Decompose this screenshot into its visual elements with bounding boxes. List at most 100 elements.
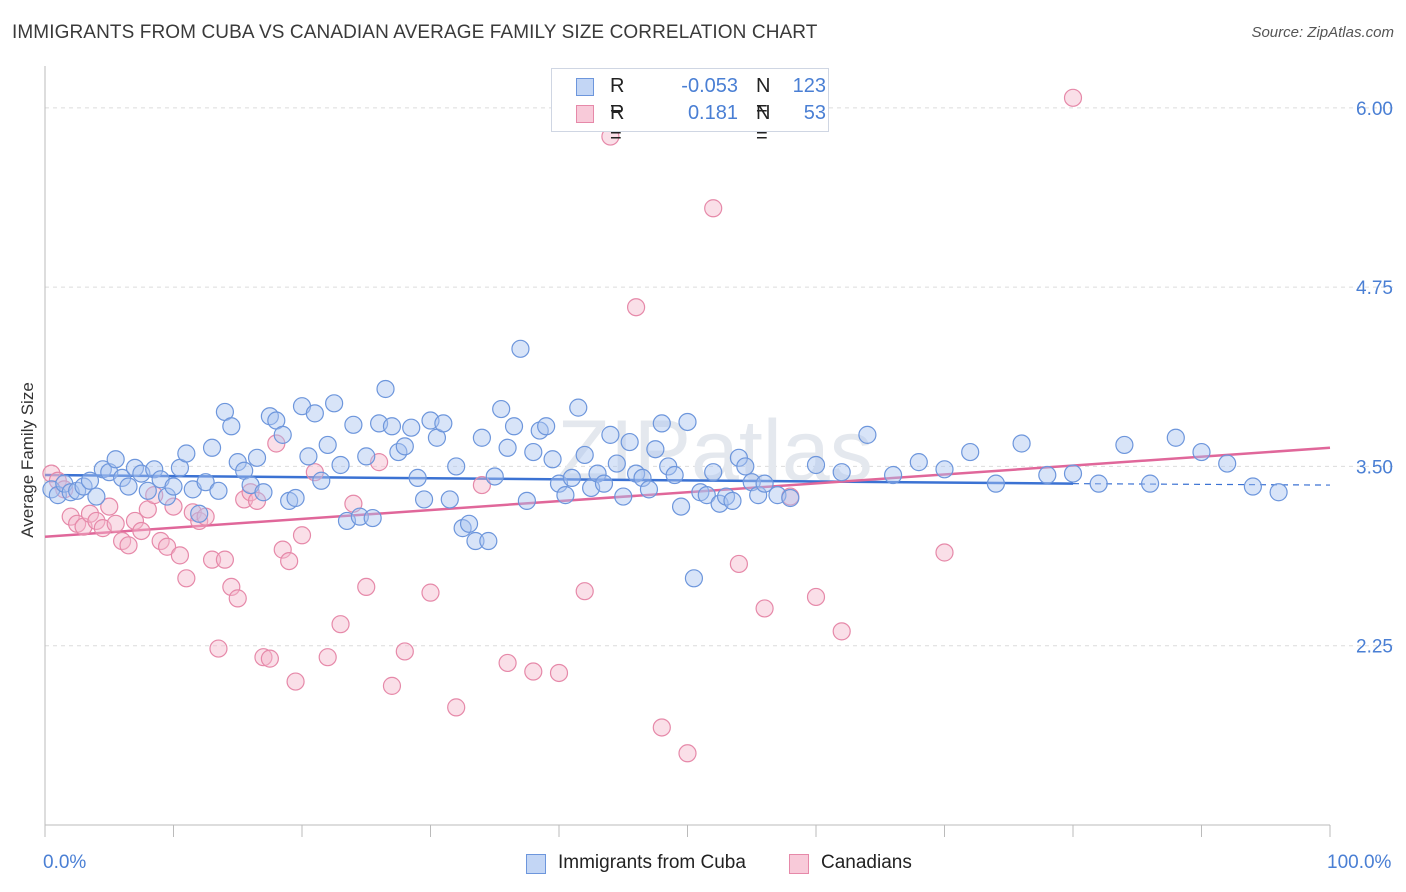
cuba-point <box>620 432 639 452</box>
correlation-legend: R = -0.053 N = 123 R = 0.181 N = 53 <box>551 68 829 147</box>
cuba-point <box>858 425 877 444</box>
cuba-point <box>138 481 157 500</box>
cuba-point <box>671 497 691 516</box>
canadian-point <box>164 497 183 516</box>
legend-r-value: 0.181 <box>687 102 738 124</box>
canadian-point <box>1063 88 1083 107</box>
canadian-point <box>209 639 228 658</box>
cuba-point <box>665 465 684 485</box>
cuba-point <box>331 455 350 475</box>
cuba-point <box>395 437 414 456</box>
cuba-point <box>414 490 434 509</box>
x-min-label: 0.0% <box>43 852 87 873</box>
cuba-point <box>440 490 459 509</box>
cuba-point <box>755 474 774 493</box>
canadian-point <box>729 554 749 574</box>
cuba-point <box>286 488 305 508</box>
canadian-trend-line <box>44 446 1331 538</box>
cuba-point <box>1269 483 1288 502</box>
cuba-point <box>537 417 556 436</box>
chart-title: IMMIGRANTS FROM CUBA VS CANADIAN AVERAGE… <box>12 22 818 43</box>
canadian-point <box>202 550 222 569</box>
cuba-point <box>1218 454 1237 473</box>
canadian-point <box>292 526 312 545</box>
canadian-point <box>549 663 569 683</box>
legend-swatch-blue <box>576 78 594 96</box>
canadian-point <box>119 536 138 555</box>
canadian-point <box>832 622 851 641</box>
cuba-point <box>961 442 980 462</box>
canadian-point <box>331 615 350 634</box>
y-tick-label: 3.50 <box>1356 457 1393 478</box>
canadian-point <box>626 298 646 317</box>
canadian-point <box>382 676 402 695</box>
legend-n-label: N = <box>756 75 771 120</box>
cuba-point <box>357 447 376 466</box>
cuba-point <box>562 468 581 488</box>
cuba-point <box>106 450 125 469</box>
y-tick-labels: 2.25 3.50 4.75 6.00 <box>1356 99 1393 658</box>
data-points <box>42 88 1288 763</box>
canadian-point <box>498 653 517 673</box>
cuba-point <box>594 474 614 493</box>
cuba-point <box>434 414 453 433</box>
legend-r-label: R = <box>610 102 625 147</box>
canadian-point <box>357 577 376 597</box>
bottom-legend-swatch-blue <box>526 854 546 874</box>
y-tick-label: 2.25 <box>1356 637 1393 658</box>
cuba-point <box>305 404 324 423</box>
canadian-point <box>228 589 247 608</box>
canadian-point <box>254 648 273 667</box>
cuba-point <box>1115 435 1134 455</box>
legend-n-value: 53 <box>803 102 826 124</box>
x-max-label: 100.0% <box>1327 852 1392 873</box>
canadian-point <box>177 569 196 588</box>
canadian-point <box>755 599 774 618</box>
source-credit: Source: ZipAtlas.com <box>1251 24 1394 41</box>
legend-r-value: -0.053 <box>681 75 738 97</box>
cuba-point <box>517 491 536 510</box>
canadian-point <box>170 546 190 565</box>
canadian-point <box>575 582 594 601</box>
cuba-point <box>588 464 607 483</box>
canadian-point <box>222 577 241 597</box>
cuba-point <box>479 531 498 551</box>
canadian-point <box>524 662 543 681</box>
canadian-point <box>395 642 414 661</box>
canadian-point <box>280 551 299 571</box>
cuba-point <box>935 460 954 479</box>
cuba-point <box>736 457 755 476</box>
canadian-point <box>80 504 100 523</box>
cuba-point <box>1166 428 1185 447</box>
canadian-point <box>260 649 279 668</box>
canadian-point <box>273 540 292 559</box>
canadian-point <box>215 550 234 569</box>
cuba-point <box>1243 477 1263 496</box>
cuba-point <box>646 440 665 459</box>
cuba-point <box>492 399 511 419</box>
cuba-point <box>723 491 742 510</box>
cuba-point <box>1192 442 1211 462</box>
legend-swatch-pink <box>576 105 594 123</box>
canadian-point <box>935 543 954 562</box>
cuba-point <box>202 438 222 457</box>
trend-lines <box>44 446 1331 538</box>
y-axis-label: Average Family Size <box>18 382 37 538</box>
cuba-point <box>459 514 479 533</box>
cuba-point <box>273 425 292 444</box>
cuba-point <box>408 468 427 488</box>
canadian-point <box>157 537 177 556</box>
canadian-point <box>806 587 826 607</box>
cuba-point <box>363 508 382 528</box>
legend-n-value: 123 <box>792 75 826 97</box>
bottom-legend-label: Immigrants from Cuba <box>558 852 746 873</box>
canadian-point <box>421 583 440 602</box>
cuba-point <box>633 468 652 488</box>
cuba-trend-line <box>44 473 1074 485</box>
cuba-point <box>376 379 395 399</box>
legend-n-label: N = <box>756 102 771 147</box>
cuba-point <box>247 448 267 467</box>
cuba-point <box>498 438 517 457</box>
cuba-point <box>575 445 594 465</box>
